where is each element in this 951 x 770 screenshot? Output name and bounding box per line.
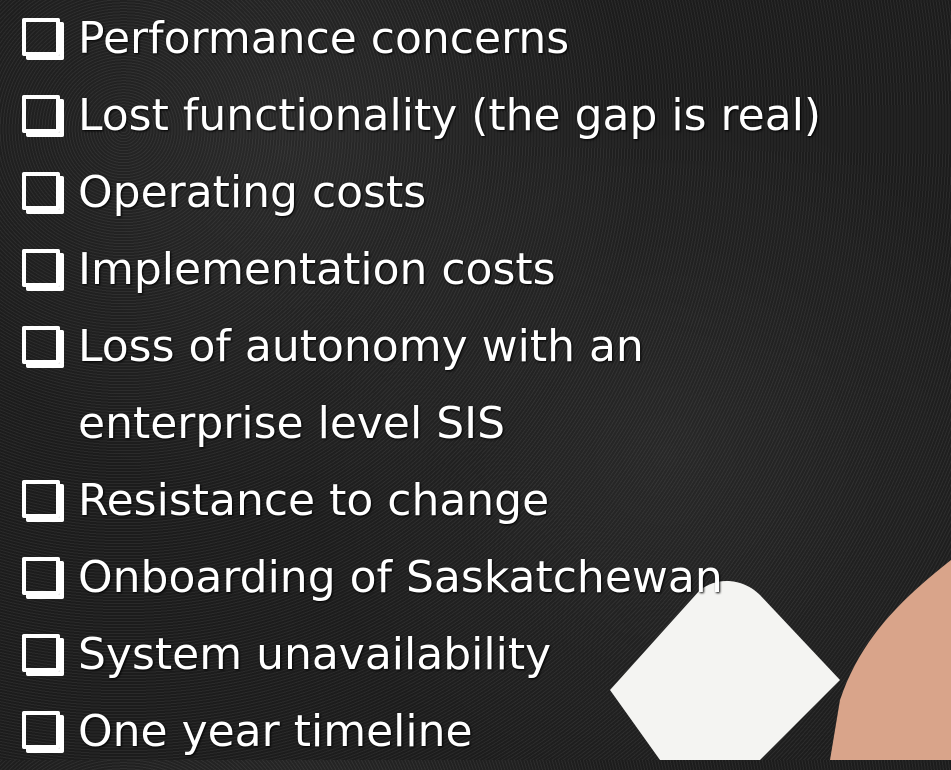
item-text: enterprise level SIS	[78, 385, 505, 462]
item-text: System unavailability	[78, 616, 551, 693]
item-text: Resistance to change	[78, 462, 549, 539]
hand	[830, 560, 951, 760]
item-text: One year timeline	[78, 693, 473, 770]
checkbox	[22, 18, 60, 56]
checkbox	[22, 326, 60, 364]
checkbox	[22, 711, 60, 749]
item-text: Onboarding of Saskatchewan	[78, 539, 723, 616]
checkbox	[22, 480, 60, 518]
slide: Performance concernsLost functionality (…	[0, 0, 951, 760]
checkbox	[22, 634, 60, 672]
item-text: Implementation costs	[78, 231, 556, 308]
item-text: Performance concerns	[78, 0, 569, 77]
item-text: Lost functionality (the gap is real)	[78, 77, 821, 154]
checkbox	[22, 172, 60, 210]
item-text: Loss of autonomy with an	[78, 308, 644, 385]
checkbox	[22, 249, 60, 287]
checkbox	[22, 95, 60, 133]
checkbox	[22, 557, 60, 595]
item-text: Operating costs	[78, 154, 426, 231]
